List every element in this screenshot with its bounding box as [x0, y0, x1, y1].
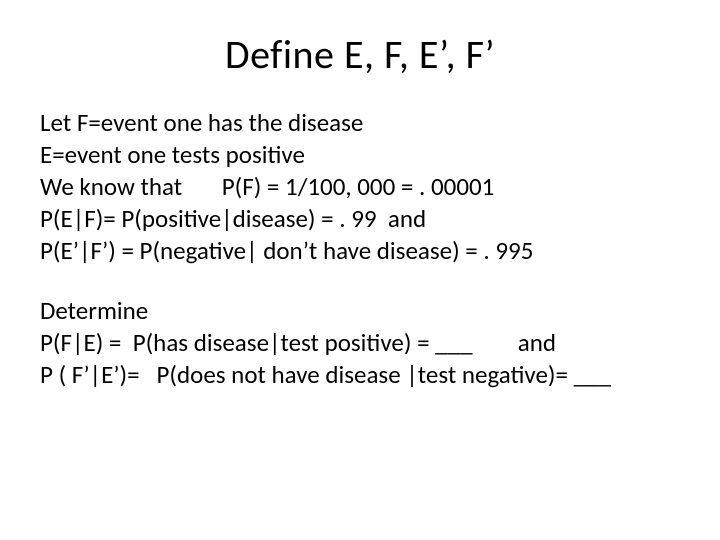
line-peprime: P(E’|F’) = P(negative| don’t have diseas… — [40, 235, 680, 267]
slide-body: Let F=event one has the disease E=event … — [40, 107, 680, 391]
slide-title: Define E, F, E’, F’ — [40, 30, 680, 79]
line-pfe: P(F|E) = P(has disease|test positive) = … — [40, 327, 680, 359]
line-e-def: E=event one tests positive — [40, 139, 680, 171]
line-determine: Determine — [40, 295, 680, 327]
slide: Define E, F, E’, F’ Let F=event one has … — [0, 0, 720, 540]
line-pf: We know that P(F) = 1/100, 000 = . 00001 — [40, 171, 680, 203]
definition-block: Let F=event one has the disease E=event … — [40, 107, 680, 267]
determine-block: Determine P(F|E) = P(has disease|test po… — [40, 295, 680, 391]
line-pfprime: P ( F’|E’)= P(does not have disease |tes… — [40, 359, 680, 391]
line-let-f: Let F=event one has the disease — [40, 107, 680, 139]
line-pef: P(E|F)= P(positive|disease) = . 99 and — [40, 203, 680, 235]
